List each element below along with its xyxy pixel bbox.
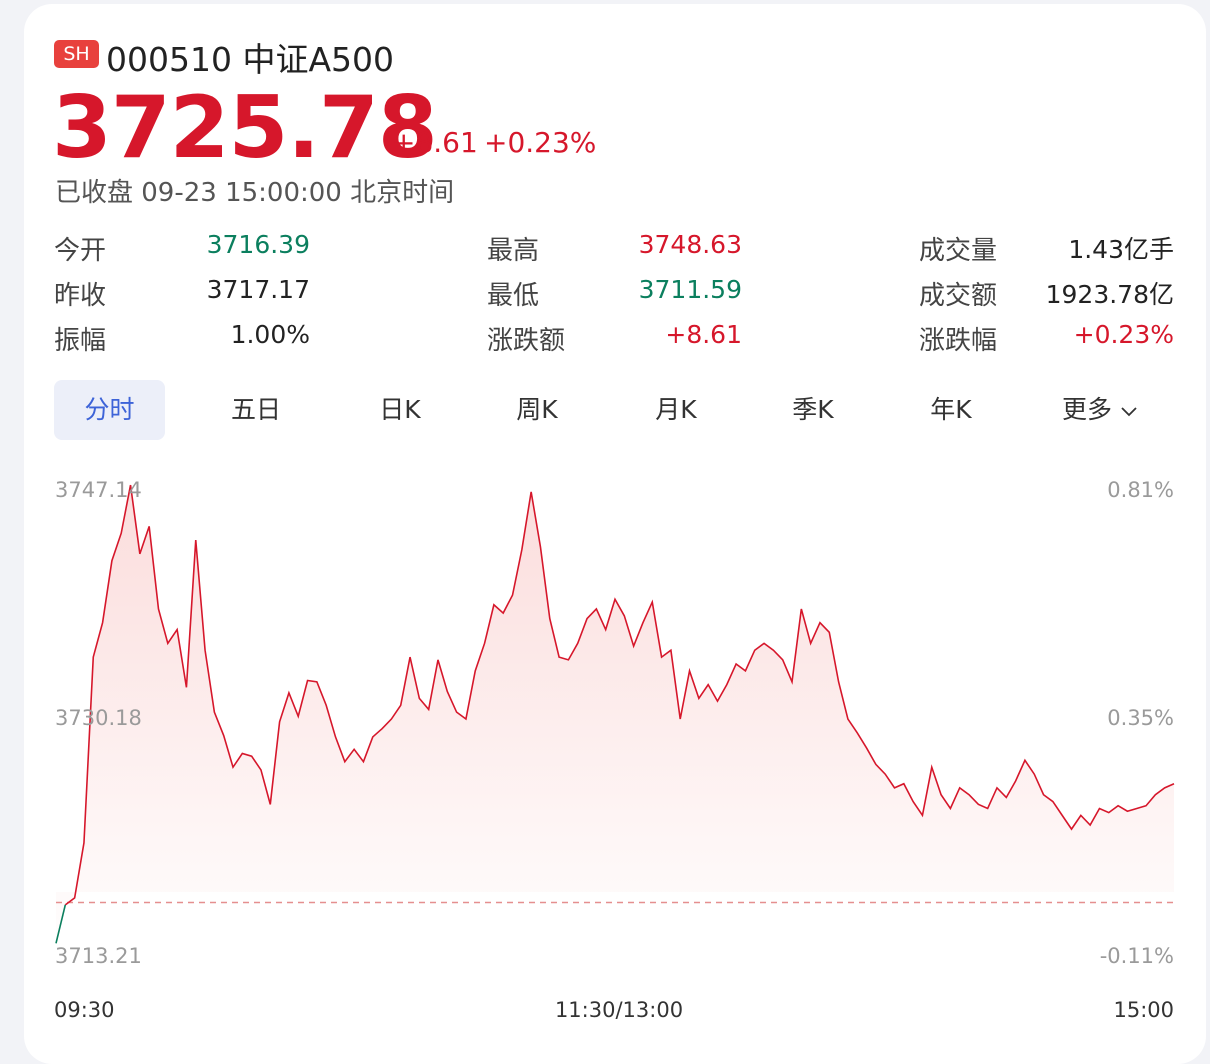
volume-value: 1.43亿手 [1068, 235, 1174, 264]
chg-value: +8.61 [665, 320, 742, 349]
price-change: +8.61 [392, 126, 478, 159]
open-label: 今开 [54, 236, 107, 266]
tab-more[interactable]: 更多 [1050, 380, 1150, 440]
tab-weekly-k[interactable]: 周K [516, 395, 558, 424]
prev-close-label: 昨收 [54, 281, 107, 311]
market-badge: SH [54, 40, 99, 68]
tab-intraday[interactable]: 分时 [54, 380, 165, 440]
tab-daily-k[interactable]: 日K [379, 395, 421, 424]
x-tick-open: 09:30 [54, 998, 115, 1022]
chg-pct-label: 涨跌幅 [919, 326, 998, 356]
y-right-tick-bottom: -0.11% [1099, 944, 1174, 968]
chg-pct-value: +0.23% [1073, 320, 1174, 349]
y-left-tick-mid: 3730.18 [55, 706, 142, 730]
price-line-below-ref [55, 904, 67, 944]
market-status: 已收盘 09-23 15:00:00 北京时间 [55, 178, 455, 208]
x-tick-midday: 11:30/13:00 [554, 998, 684, 1022]
x-tick-close: 15:00 [1113, 998, 1174, 1022]
price-area-fill [56, 485, 1174, 944]
tab-yearly-k[interactable]: 年K [930, 395, 972, 424]
chevron-down-icon [1121, 407, 1137, 417]
tab-monthly-k[interactable]: 月K [655, 395, 697, 424]
high-value: 3748.63 [638, 230, 742, 259]
turnover-value: 1923.78亿 [1045, 280, 1174, 309]
prev-close-value: 3717.17 [206, 275, 310, 304]
low-label: 最低 [487, 281, 540, 311]
high-label: 最高 [487, 236, 540, 266]
turnover-label: 成交额 [919, 281, 998, 311]
open-value: 3716.39 [206, 230, 310, 259]
tab-five-day[interactable]: 五日 [230, 395, 281, 424]
last-price: 3725.78 [52, 78, 438, 178]
volume-label: 成交量 [919, 236, 998, 266]
y-left-tick-bottom: 3713.21 [55, 944, 142, 968]
tab-quarterly-k[interactable]: 季K [792, 395, 834, 424]
price-change-pct: +0.23% [484, 126, 597, 159]
amplitude-label: 振幅 [54, 326, 107, 356]
index-title: 000510 中证A500 [106, 40, 395, 79]
y-right-tick-top: 0.81% [1107, 478, 1174, 502]
y-left-tick-top: 3747.14 [55, 478, 142, 502]
tab-more-label: 更多 [1062, 395, 1113, 424]
chg-label: 涨跌额 [487, 326, 566, 356]
y-right-tick-mid: 0.35% [1107, 706, 1174, 730]
price-line [64, 484, 1175, 906]
low-value: 3711.59 [638, 275, 742, 304]
amplitude-value: 1.00% [230, 320, 310, 349]
